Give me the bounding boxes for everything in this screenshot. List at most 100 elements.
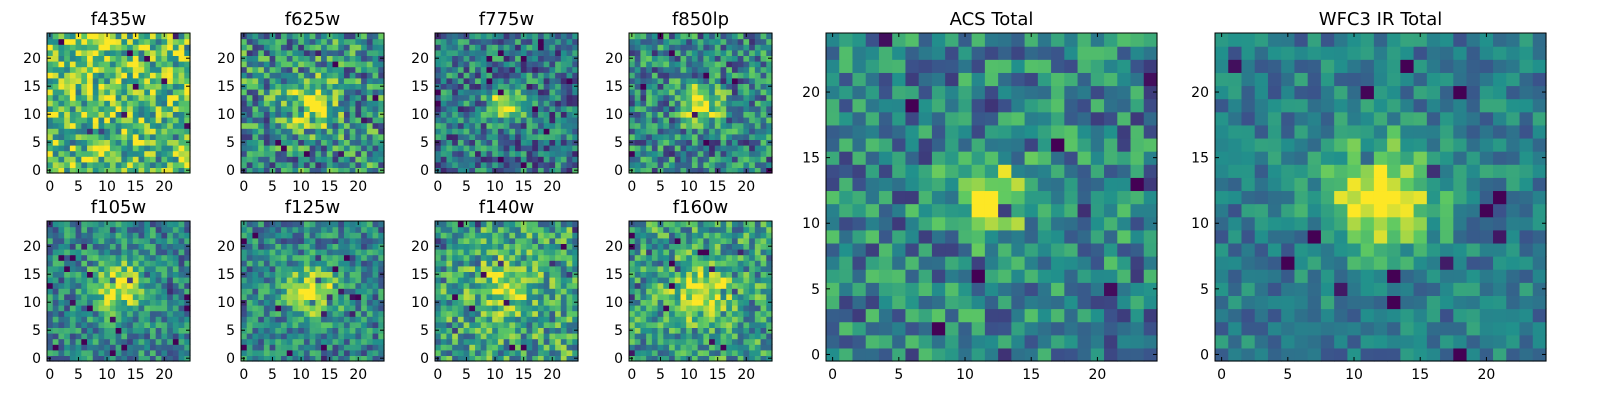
heatmap-cell	[75, 243, 82, 250]
heatmap-cell	[309, 232, 316, 239]
heatmap-cell	[457, 117, 465, 124]
heatmap-cell	[452, 77, 459, 84]
heatmap-cell	[703, 61, 710, 68]
heatmap-cell	[634, 100, 642, 107]
heatmap-cell	[737, 89, 744, 96]
heatmap-cell	[149, 111, 157, 118]
heatmap-cell	[138, 321, 145, 328]
x-tick-label: 10	[680, 179, 698, 195]
heatmap-cell	[92, 310, 100, 317]
heatmap-cell	[549, 44, 556, 51]
heatmap-cell	[121, 55, 128, 62]
heatmap-cell	[269, 44, 276, 51]
heatmap-cell	[263, 226, 271, 233]
heatmap-cell	[246, 232, 254, 239]
heatmap-cell	[315, 305, 322, 312]
heatmap-cell	[566, 321, 573, 328]
heatmap-cell	[480, 321, 488, 328]
heatmap-cell	[674, 288, 682, 295]
heatmap-cell	[155, 288, 162, 295]
heatmap-cell	[104, 49, 111, 56]
heatmap-cell	[532, 117, 539, 124]
heatmap-cell	[138, 111, 145, 118]
heatmap-cell	[52, 117, 60, 124]
heatmap-cell	[372, 293, 379, 300]
heatmap-cell	[298, 344, 305, 351]
heatmap-cell	[486, 100, 493, 107]
heatmap-cell	[475, 105, 482, 112]
heatmap-cell	[144, 282, 151, 289]
heatmap-cell	[58, 61, 65, 68]
heatmap-cell	[338, 100, 345, 107]
heatmap-cell	[543, 117, 550, 124]
heatmap-cell	[167, 221, 174, 228]
heatmap-cell	[361, 271, 368, 278]
heatmap-cell	[475, 226, 482, 233]
heatmap-cell	[766, 310, 773, 317]
heatmap-cell	[737, 33, 744, 40]
heatmap-cell	[149, 83, 157, 90]
heatmap-cell	[486, 38, 493, 45]
heatmap-cell	[292, 254, 299, 261]
heatmap-cell	[64, 117, 71, 124]
heatmap-cell	[486, 55, 493, 62]
heatmap-cell	[651, 305, 659, 312]
y-tick-label: 0	[226, 163, 235, 179]
heatmap-cell	[549, 66, 556, 73]
heatmap-cell	[109, 316, 117, 323]
heatmap-cell	[651, 111, 659, 118]
heatmap-cell	[743, 61, 750, 68]
heatmap-cell	[58, 66, 65, 73]
heatmap-cell	[629, 293, 636, 300]
heatmap-cell	[714, 338, 722, 345]
heatmap-cell	[509, 128, 516, 135]
heatmap-cell	[64, 133, 71, 140]
heatmap-cell	[315, 105, 322, 112]
heatmap-cell	[469, 321, 476, 328]
heatmap-cell	[138, 293, 145, 300]
axes-frame	[434, 32, 579, 174]
heatmap-cell	[475, 161, 482, 168]
heatmap-cell	[144, 327, 151, 334]
y-tick-label: 5	[614, 135, 623, 151]
heatmap-cell	[252, 100, 259, 107]
heatmap-cell	[132, 122, 140, 129]
heatmap-cell	[560, 133, 568, 140]
heatmap-cell	[457, 226, 465, 233]
heatmap-cell	[560, 338, 568, 345]
heatmap-cell	[75, 327, 82, 334]
heatmap-cell	[446, 321, 453, 328]
heatmap-cell	[497, 128, 505, 135]
heatmap-cell	[446, 161, 453, 168]
heatmap-cell	[184, 117, 191, 124]
heatmap-cell	[178, 310, 185, 317]
heatmap-cell	[555, 66, 562, 73]
heatmap-cell	[543, 349, 550, 356]
heatmap-cell	[149, 33, 157, 40]
heatmap-cell	[663, 133, 670, 140]
heatmap-cell	[161, 139, 168, 146]
heatmap-cell	[355, 61, 362, 68]
heatmap-cell	[281, 66, 288, 73]
heatmap-cell	[532, 288, 539, 295]
heatmap-cell	[446, 271, 453, 278]
heatmap-cell	[469, 265, 476, 272]
heatmap-cell	[87, 150, 94, 157]
heatmap-cell	[463, 49, 470, 56]
heatmap-cell	[303, 260, 311, 267]
heatmap-cell	[81, 232, 88, 239]
heatmap-cell	[532, 338, 539, 345]
heatmap-cell	[526, 299, 533, 306]
heatmap-cell	[492, 38, 499, 45]
heatmap-cell	[58, 327, 65, 334]
heatmap-cell	[81, 161, 88, 168]
heatmap-cell	[549, 310, 556, 317]
heatmap-cell	[315, 156, 322, 163]
heatmap-cell	[98, 133, 105, 140]
heatmap-cell	[492, 133, 499, 140]
heatmap-cell	[309, 271, 316, 278]
heatmap-cell	[184, 100, 191, 107]
heatmap-cell	[87, 122, 94, 129]
heatmap-cell	[246, 249, 254, 256]
